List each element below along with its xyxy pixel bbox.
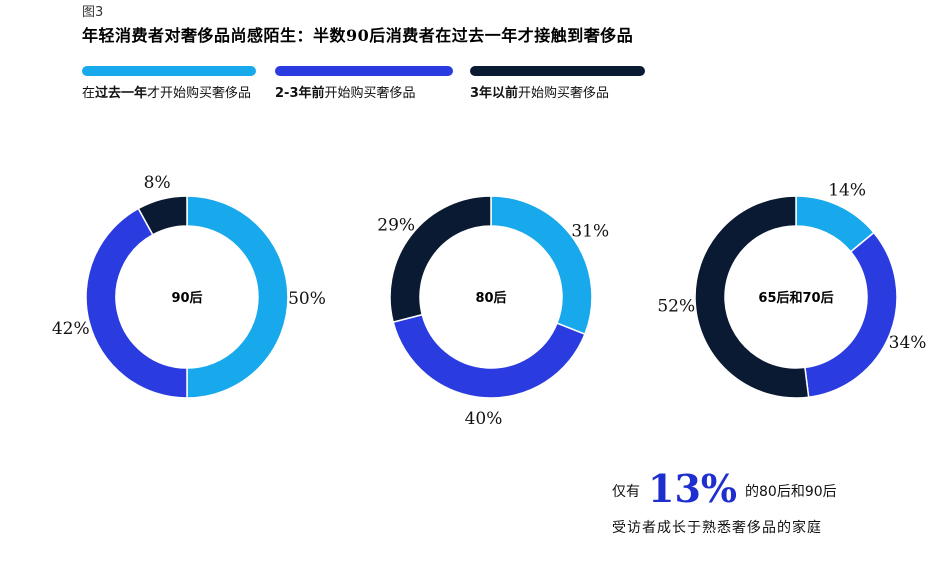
legend-item-2-3-years: 2-3年前开始购买奢侈品: [275, 66, 453, 103]
legend-label: 2-3年前开始购买奢侈品: [275, 86, 416, 101]
legend-label: 在过去一年才开始购买奢侈品: [82, 86, 252, 101]
donut-slice: [85, 207, 188, 399]
slice-value-label: 34%: [889, 333, 927, 353]
callout-line1: 仅有 13% 的80后和90后: [612, 466, 837, 511]
callout-line2: 受访者成长于熟悉奢侈品的家庭: [612, 520, 822, 536]
slice-value-label: 29%: [377, 215, 415, 235]
donut-slice: [389, 195, 492, 324]
donut-slice: [490, 195, 593, 336]
legend-swatch: [275, 66, 453, 76]
legend-swatch: [82, 66, 256, 76]
figure-label: 图3: [82, 5, 104, 20]
callout-note: 仅有 13% 的80后和90后 受访者成长于熟悉奢侈品的家庭: [612, 466, 882, 537]
slice-value-label: 31%: [571, 222, 609, 242]
slice-value-label: 14%: [828, 180, 866, 200]
slice-value-label: 42%: [52, 319, 90, 339]
chart-title: 年轻消费者对奢侈品尚感陌生：半数90后消费者在过去一年才接触到奢侈品: [82, 26, 634, 45]
donut-center-label: 65后和70后: [758, 290, 833, 306]
donut-slice: [392, 313, 586, 399]
legend-swatch: [470, 66, 645, 76]
donut-slice: [186, 195, 289, 399]
slice-value-label: 8%: [144, 173, 171, 193]
donut-slice: [137, 195, 188, 236]
donut-slice: [694, 195, 810, 399]
legend-label: 3年以前开始购买奢侈品: [470, 86, 610, 101]
slice-value-label: 50%: [288, 289, 326, 309]
legend-item-past-year: 在过去一年才开始购买奢侈品: [82, 66, 256, 103]
callout-highlight: 13%: [648, 466, 737, 511]
slice-value-label: 52%: [657, 297, 695, 317]
donut-center-label: 90后: [171, 290, 202, 306]
donut-slice: [804, 231, 898, 399]
slice-value-label: 40%: [465, 409, 503, 429]
legend-item-over-3-years: 3年以前开始购买奢侈品: [470, 66, 645, 103]
donut-center-label: 80后: [475, 290, 506, 306]
